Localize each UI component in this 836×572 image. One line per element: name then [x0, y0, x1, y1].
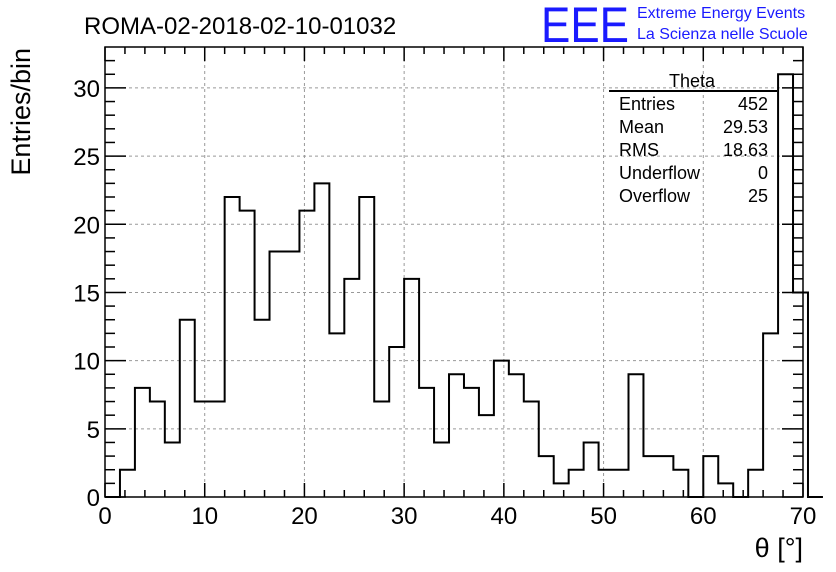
stats-row-value: 0: [758, 163, 768, 183]
stats-row-value: 18.63: [723, 140, 768, 160]
chart-title: ROMA-02-2018-02-10-01032: [84, 13, 396, 40]
x-tick-label: 60: [690, 503, 717, 530]
stats-row-label: Underflow: [619, 163, 701, 183]
y-tick-label: 10: [73, 349, 100, 376]
stats-row-label: Entries: [619, 94, 675, 114]
y-tick-label: 25: [73, 144, 100, 171]
stats-title: Theta: [669, 71, 716, 91]
x-tick-label: 30: [391, 503, 418, 530]
y-tick-label: 15: [73, 280, 100, 307]
stats-row-value: 25: [748, 186, 768, 206]
stats-row-value: 29.53: [723, 117, 768, 137]
stats-row-label: RMS: [619, 140, 659, 160]
x-tick-label: 0: [98, 503, 111, 530]
y-tick-label: 0: [87, 485, 100, 512]
eee-logo: EEE Extreme Energy Events La Scienza nel…: [541, 0, 808, 53]
stats-rows: Entries 452 Mean 29.53 RMS 18.63 Underflow 0 Ove…: [619, 94, 768, 206]
x-axis-label: θ [°]: [755, 533, 803, 563]
plot-frame: [104, 46, 804, 498]
stats-row-label: Overflow: [619, 186, 691, 206]
stats-box: Theta Entries 452 Mean 29.53 RMS 18.63 Underfl…: [609, 71, 777, 206]
x-tick-label: 50: [590, 503, 617, 530]
tick-labels: 0 10 20 30 40 50 60 70 0 5 10 15 20 25 30: [73, 76, 816, 530]
eee-logo-line2: La Scienza nelle Scuole: [637, 26, 808, 43]
y-tick-label: 5: [87, 417, 100, 444]
x-tick-label: 10: [191, 503, 218, 530]
y-axis-label: Entries/bin: [6, 48, 36, 176]
eee-logo-line1: Extreme Energy Events: [637, 5, 805, 22]
stats-row-value: 452: [738, 94, 768, 114]
y-tick-label: 20: [73, 212, 100, 239]
histogram-outline: [105, 73, 823, 498]
axis-ticks: [104, 47, 804, 498]
x-tick-label: 20: [291, 503, 318, 530]
stats-row-label: Mean: [619, 117, 664, 137]
x-tick-label: 70: [790, 503, 817, 530]
x-tick-label: 40: [491, 503, 518, 530]
y-tick-label: 30: [73, 76, 100, 103]
grid-lines: [105, 47, 803, 497]
eee-logo-mark: EEE: [541, 0, 629, 53]
